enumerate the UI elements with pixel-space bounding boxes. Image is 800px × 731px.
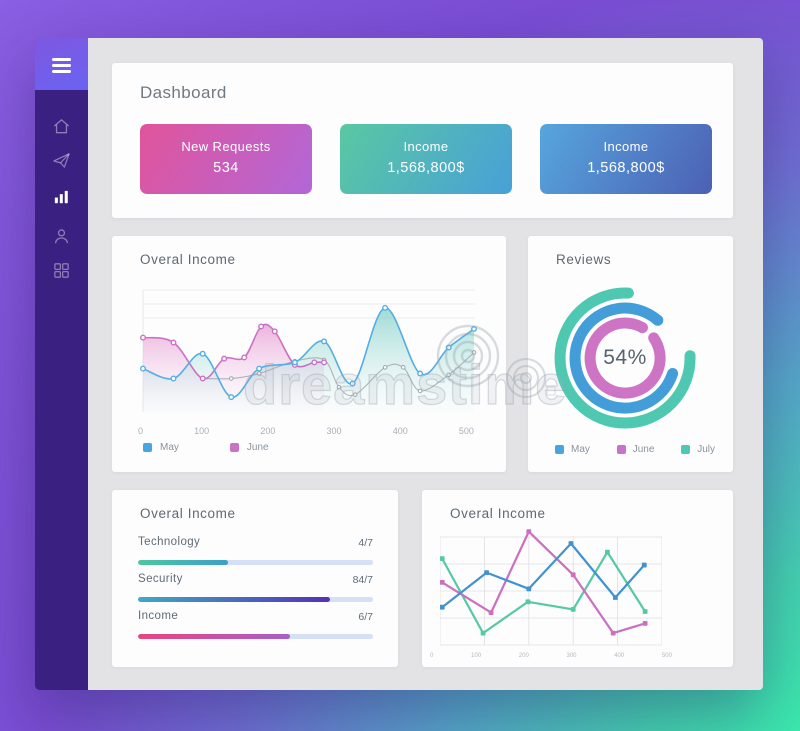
legend-item-may: May bbox=[555, 444, 590, 455]
stat-card-income-1[interactable]: Income 1,568,800$ bbox=[340, 124, 512, 194]
legend-item-july: July bbox=[681, 444, 715, 455]
x-axis-ticks: 0 100 200 300 400 500 bbox=[138, 426, 474, 436]
legend-swatch bbox=[555, 445, 564, 454]
overal-income-area-panel: Overal Income 0 100 200 300 400 500 May June bbox=[112, 236, 506, 472]
stat-card-value: 534 bbox=[213, 160, 239, 176]
progress-track bbox=[138, 634, 373, 639]
reviews-percentage: 54% bbox=[603, 346, 647, 369]
sidebar-item-send[interactable] bbox=[52, 151, 71, 170]
progress-fill-income bbox=[138, 634, 290, 639]
stat-card-label: Income bbox=[603, 139, 649, 154]
legend-swatch bbox=[616, 445, 626, 454]
overal-income-bars-panel: Overal Income Technology 4/7 Security 84… bbox=[112, 490, 398, 667]
dashboard-window: Dashboard New Requests 534 Income 1,568,… bbox=[35, 38, 763, 690]
overal-income-lines-panel: Overal Income 0 100 200 300 400 500 bbox=[422, 490, 733, 667]
stat-card-income-2[interactable]: Income 1,568,800$ bbox=[540, 124, 712, 194]
panel-title: Reviews bbox=[556, 252, 612, 267]
stat-card-value: 1,568,800$ bbox=[587, 160, 665, 176]
chart-legend: May June bbox=[143, 442, 269, 453]
stat-card-label: Income bbox=[403, 139, 449, 154]
menu-button[interactable] bbox=[35, 38, 88, 90]
sidebar-item-apps[interactable] bbox=[52, 261, 71, 280]
reviews-panel: Reviews 54% May June July bbox=[528, 236, 733, 472]
legend-item-may: May bbox=[143, 442, 179, 453]
bar-label-security: Security bbox=[138, 573, 183, 585]
hamburger-icon bbox=[52, 58, 71, 76]
page-title: Dashboard bbox=[140, 83, 227, 102]
legend-swatch bbox=[229, 443, 239, 452]
stat-card-label: New Requests bbox=[181, 139, 271, 154]
chart-legend: May June July bbox=[555, 444, 715, 455]
grid-icon bbox=[54, 263, 69, 278]
legend-item-june: June bbox=[229, 442, 269, 453]
panel-title: Overal Income bbox=[140, 506, 236, 521]
header-panel: Dashboard New Requests 534 Income 1,568,… bbox=[112, 63, 733, 218]
rings-chart bbox=[554, 287, 696, 429]
bar-value: 84/7 bbox=[352, 574, 373, 586]
legend-swatch bbox=[143, 443, 152, 452]
home-icon bbox=[53, 119, 70, 134]
sidebar-item-stats[interactable] bbox=[52, 188, 71, 207]
stat-card-value: 1,568,800$ bbox=[387, 160, 465, 176]
bar-label-technology: Technology bbox=[138, 536, 201, 548]
bar-value: 6/7 bbox=[358, 611, 373, 623]
legend-swatch bbox=[681, 445, 691, 454]
sidebar bbox=[35, 38, 88, 690]
bar-value: 4/7 bbox=[358, 537, 373, 549]
bar-chart-icon bbox=[54, 190, 68, 204]
legend-item-june: June bbox=[616, 444, 654, 455]
progress-fill-security bbox=[138, 597, 330, 602]
x-axis-ticks: 0 100 200 300 400 500 bbox=[430, 653, 672, 659]
sidebar-item-home[interactable] bbox=[52, 117, 71, 136]
line-chart bbox=[440, 529, 662, 646]
bar-label-income: Income bbox=[138, 610, 179, 622]
progress-track bbox=[138, 560, 373, 565]
panel-title: Overal Income bbox=[450, 506, 546, 521]
user-icon bbox=[54, 229, 69, 244]
stat-card-new-requests[interactable]: New Requests 534 bbox=[140, 124, 312, 194]
progress-track bbox=[138, 597, 373, 602]
panel-title: Overal Income bbox=[140, 252, 236, 267]
sidebar-item-user[interactable] bbox=[52, 227, 71, 246]
paper-plane-icon bbox=[53, 153, 70, 168]
progress-fill-technology bbox=[138, 560, 229, 565]
area-chart bbox=[140, 289, 477, 414]
